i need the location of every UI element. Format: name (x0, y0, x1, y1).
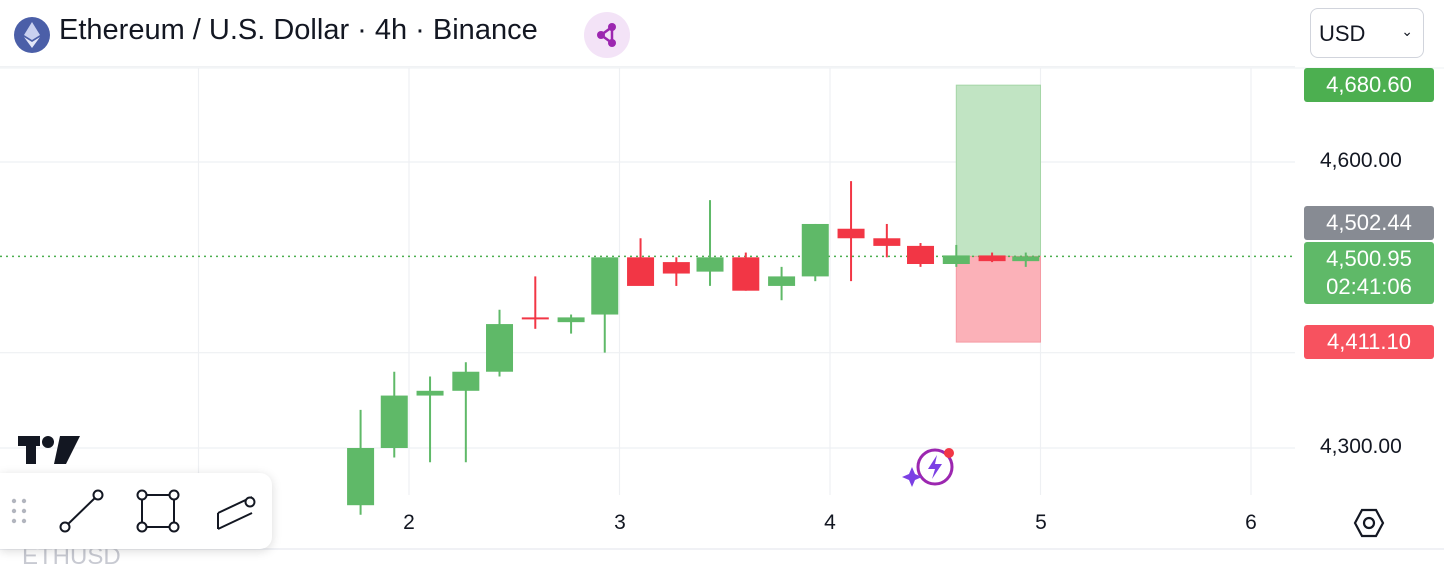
candle-body (662, 262, 690, 274)
currency-value: USD (1319, 21, 1366, 46)
time-tick: 3 (614, 511, 626, 534)
candle-body (907, 245, 935, 265)
price-tick: 4,600.00 (1320, 149, 1402, 172)
take-profit-label: 4,680.60 (1304, 68, 1434, 103)
parallel-channel-icon[interactable] (217, 496, 256, 530)
symbol-title[interactable]: Ethereum / U.S. Dollar · 4h · Binance (59, 14, 538, 46)
candle-body (1012, 256, 1040, 262)
candle-body (942, 255, 970, 265)
time-tick: 6 (1245, 511, 1257, 534)
share-icon[interactable] (584, 12, 630, 58)
chart-grid (0, 66, 1444, 550)
position-zones (955, 84, 1041, 343)
drag-handle-icon[interactable] (11, 498, 27, 524)
time-tick: 2 (403, 511, 415, 534)
candle-body (978, 255, 1006, 262)
last-price-value: 4,500.95 (1326, 246, 1412, 271)
candle-body (837, 228, 865, 239)
drawing-toolbar (0, 473, 272, 549)
candle-body (768, 276, 796, 286)
chevron-down-icon: ⌄ (1401, 23, 1413, 39)
stop-loss-label: 4,411.10 (1304, 325, 1434, 360)
candle-body (380, 395, 408, 448)
candle-body (486, 324, 514, 372)
ethereum-icon (14, 17, 50, 53)
take-profit-zone (955, 84, 1041, 257)
stop-loss-zone (955, 255, 1041, 343)
time-tick: 5 (1035, 511, 1047, 534)
last-price-label: 4,500.95 02:41:06 (1304, 242, 1434, 304)
candle-body (557, 317, 585, 323)
rectangle-icon[interactable] (136, 489, 180, 533)
candle-body (627, 257, 655, 286)
time-tick: 4 (824, 511, 836, 534)
candle-body (416, 390, 444, 396)
candle-body (801, 223, 829, 277)
bar-countdown: 02:41:06 (1326, 274, 1412, 299)
candle-body (591, 257, 619, 315)
candles (347, 181, 1040, 515)
trend-line-icon[interactable] (59, 489, 104, 533)
ai-assistant-icon[interactable] (900, 445, 962, 491)
candle-body (521, 317, 549, 320)
settings-icon[interactable] (1352, 506, 1386, 540)
candle-body (732, 257, 760, 291)
tradingview-logo[interactable] (18, 434, 82, 475)
price-tick: 4,300.00 (1320, 435, 1402, 458)
candle-body (696, 257, 724, 272)
candle-body (452, 371, 480, 391)
currency-select[interactable]: USD ⌄ (1310, 8, 1424, 58)
candle-body (873, 238, 901, 246)
candle-body (347, 448, 375, 506)
prev-close-label: 4,502.44 (1304, 206, 1434, 240)
